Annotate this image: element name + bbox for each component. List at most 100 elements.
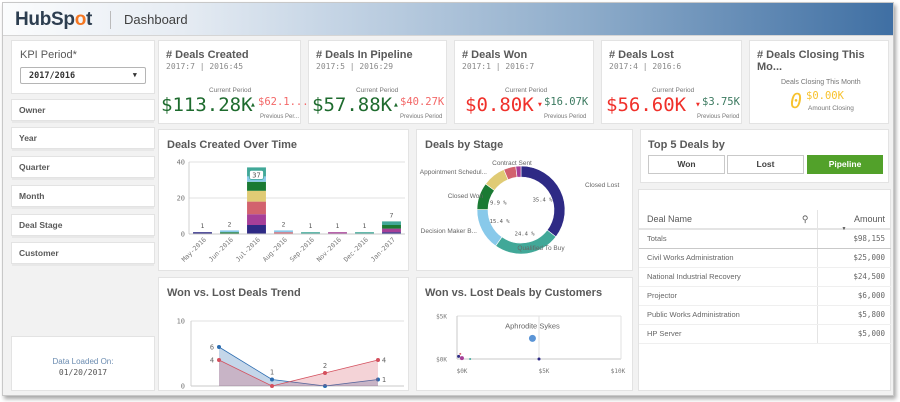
kpi-title: # Deals Won — [462, 49, 528, 61]
kpi-deals-in-pipeline[interactable]: # Deals In Pipeline 2017:5 | 2016:29 Cur… — [308, 40, 447, 124]
data-loaded-date: 01/20/2017 — [58, 368, 108, 377]
table-row[interactable]: HP Server $5,000 — [639, 324, 891, 344]
bar-segment — [382, 228, 401, 233]
table-row[interactable]: Public Works Administration $5,800 — [639, 305, 891, 325]
deal-amount: $5,800 — [816, 305, 891, 325]
x-tick-label: Jun-2016 — [207, 236, 235, 264]
bar-segment — [193, 232, 212, 234]
area-line — [218, 346, 379, 387]
kpi-previous-label: Amount Closing — [808, 105, 854, 112]
data-point — [270, 377, 274, 382]
sprocket-icon: o — [74, 9, 87, 30]
kpi-previous-label: Previous Per... — [260, 114, 300, 120]
filter-label: Month — [19, 191, 45, 201]
chart-title: Deals by Stage — [425, 139, 504, 151]
won-lost-trend-chart: 0 10 6 1 1 4 2 4 — [177, 318, 404, 391]
x-tick-label: Jan-2017 — [369, 236, 397, 264]
trend-up-icon: ▲ — [251, 102, 255, 108]
app-window: HubSpot Dashboard KPI Period* 2017/2016 … — [2, 2, 894, 396]
filter-year[interactable]: Year — [11, 127, 155, 151]
deal-name-column-header[interactable]: Deal Name ⚲ — [639, 210, 817, 230]
y-tick-label: $0K — [436, 357, 447, 364]
kpi-deals-closing[interactable]: # Deals Closing This Mo... Deals Closing… — [749, 40, 889, 124]
deal-amount: $6,000 — [816, 286, 891, 306]
search-icon[interactable]: ⚲ — [801, 214, 809, 224]
kpi-title: # Deals Closing This Mo... — [757, 49, 865, 73]
bar-segment — [247, 190, 266, 202]
pie-slice — [476, 209, 503, 247]
table-header-row: Deal Name ⚲ Amount ▼ — [639, 210, 891, 232]
x-tick-label: $5K — [539, 368, 550, 375]
data-point — [376, 358, 380, 362]
kpi-period-select[interactable]: 2017/2016 ▼ — [20, 67, 146, 84]
kpi-deals-lost[interactable]: # Deals Lost 2017:4 | 2016:6 Current Per… — [601, 40, 742, 124]
deals-created-chart: 020401May-20162Jun-201637Jul-20162Aug-20… — [177, 159, 405, 264]
data-label: 4 — [210, 357, 214, 365]
bar-total-badge — [249, 170, 264, 180]
bar-total-label: 2 — [282, 220, 286, 228]
scatter-point — [459, 356, 464, 361]
kpi-subtitle: 2017:7 | 2016:45 — [166, 62, 244, 71]
kpi-title: # Deals Created — [166, 49, 249, 61]
bar-segment — [247, 225, 266, 234]
kpi-deals-created[interactable]: # Deals Created 2017:7 | 2016:45 Current… — [158, 40, 309, 124]
chevron-down-icon: ▼ — [132, 71, 137, 79]
table-row[interactable]: Projector $6,000 — [639, 286, 891, 306]
data-point — [217, 345, 221, 349]
data-point — [376, 377, 380, 382]
pie-percent-label: 15.4 % — [490, 219, 511, 225]
amount-column-header[interactable]: Amount ▼ — [816, 210, 891, 232]
deal-amount: $25,000 — [816, 248, 891, 268]
column-label: Amount — [853, 214, 885, 224]
data-label: 2 — [323, 362, 327, 370]
header-divider — [110, 11, 111, 29]
y-tick-label: $5K — [436, 314, 447, 321]
bar-segment — [355, 232, 374, 234]
kpi-deals-won[interactable]: # Deals Won 2017:1 | 2016:7 Current Peri… — [454, 40, 594, 124]
data-label: 1 — [382, 376, 386, 384]
filter-customer[interactable]: Customer — [11, 242, 155, 266]
table-row[interactable]: Civil Works Administration $25,000 — [639, 248, 891, 268]
bar-total-label: 1 — [336, 222, 340, 230]
data-point — [270, 384, 274, 388]
column-label: Deal Name — [647, 214, 693, 224]
filter-label: Customer — [19, 248, 59, 258]
filter-deal-stage[interactable]: Deal Stage — [11, 214, 155, 238]
bar-segment — [220, 230, 239, 233]
top5-won-button[interactable]: Won — [648, 155, 725, 174]
top5-pipeline-button[interactable]: Pipeline — [807, 155, 883, 174]
x-tick-label: Sep-2016 — [288, 236, 316, 264]
kpi-previous-label: Previous Period — [697, 114, 740, 120]
scatter-point — [528, 334, 536, 342]
kpi-previous-value: $62.1... — [258, 96, 309, 108]
filter-month[interactable]: Month — [11, 185, 155, 209]
filter-label: Quarter — [19, 162, 50, 172]
trend-down-icon: ▼ — [696, 102, 700, 108]
y-tick-label: 0 — [181, 383, 185, 391]
deals-by-stage-card: Deals by Stage Closed Lost Qualified To B… — [416, 129, 633, 271]
table-row[interactable]: National Industrial Recovery $24,500 — [639, 267, 891, 287]
pie-category-label: Closed Lost — [585, 182, 620, 189]
header-bar: HubSpot Dashboard — [3, 3, 893, 36]
x-tick-label: Dec-2016 — [342, 236, 370, 264]
kpi-subtitle: 2017:1 | 2016:7 — [462, 62, 535, 71]
kpi-value: $0.80K — [465, 94, 534, 116]
pie-slice — [515, 165, 522, 178]
pie-category-label: Decision Maker B... — [421, 228, 478, 235]
filter-quarter[interactable]: Quarter — [11, 156, 155, 180]
hubspot-logo[interactable]: HubSpot — [15, 9, 92, 31]
kpi-previous-value: $0.00K — [806, 90, 844, 102]
point-label: Aphrodite Sykes — [505, 321, 560, 330]
chart-title: Won vs. Lost Deals Trend — [167, 287, 301, 299]
bar-segment — [274, 232, 293, 234]
data-point — [323, 371, 327, 375]
data-point — [323, 384, 327, 388]
top5-lost-button[interactable]: Lost — [727, 155, 804, 174]
bar-segment — [274, 230, 293, 233]
deal-name: HP Server — [639, 324, 817, 344]
trend-up-icon: ▲ — [394, 102, 398, 108]
filter-owner[interactable]: Owner — [11, 99, 155, 123]
kpi-value: 0 — [790, 89, 803, 113]
page-title: Dashboard — [124, 12, 188, 27]
deal-name: Civil Works Administration — [639, 248, 817, 268]
